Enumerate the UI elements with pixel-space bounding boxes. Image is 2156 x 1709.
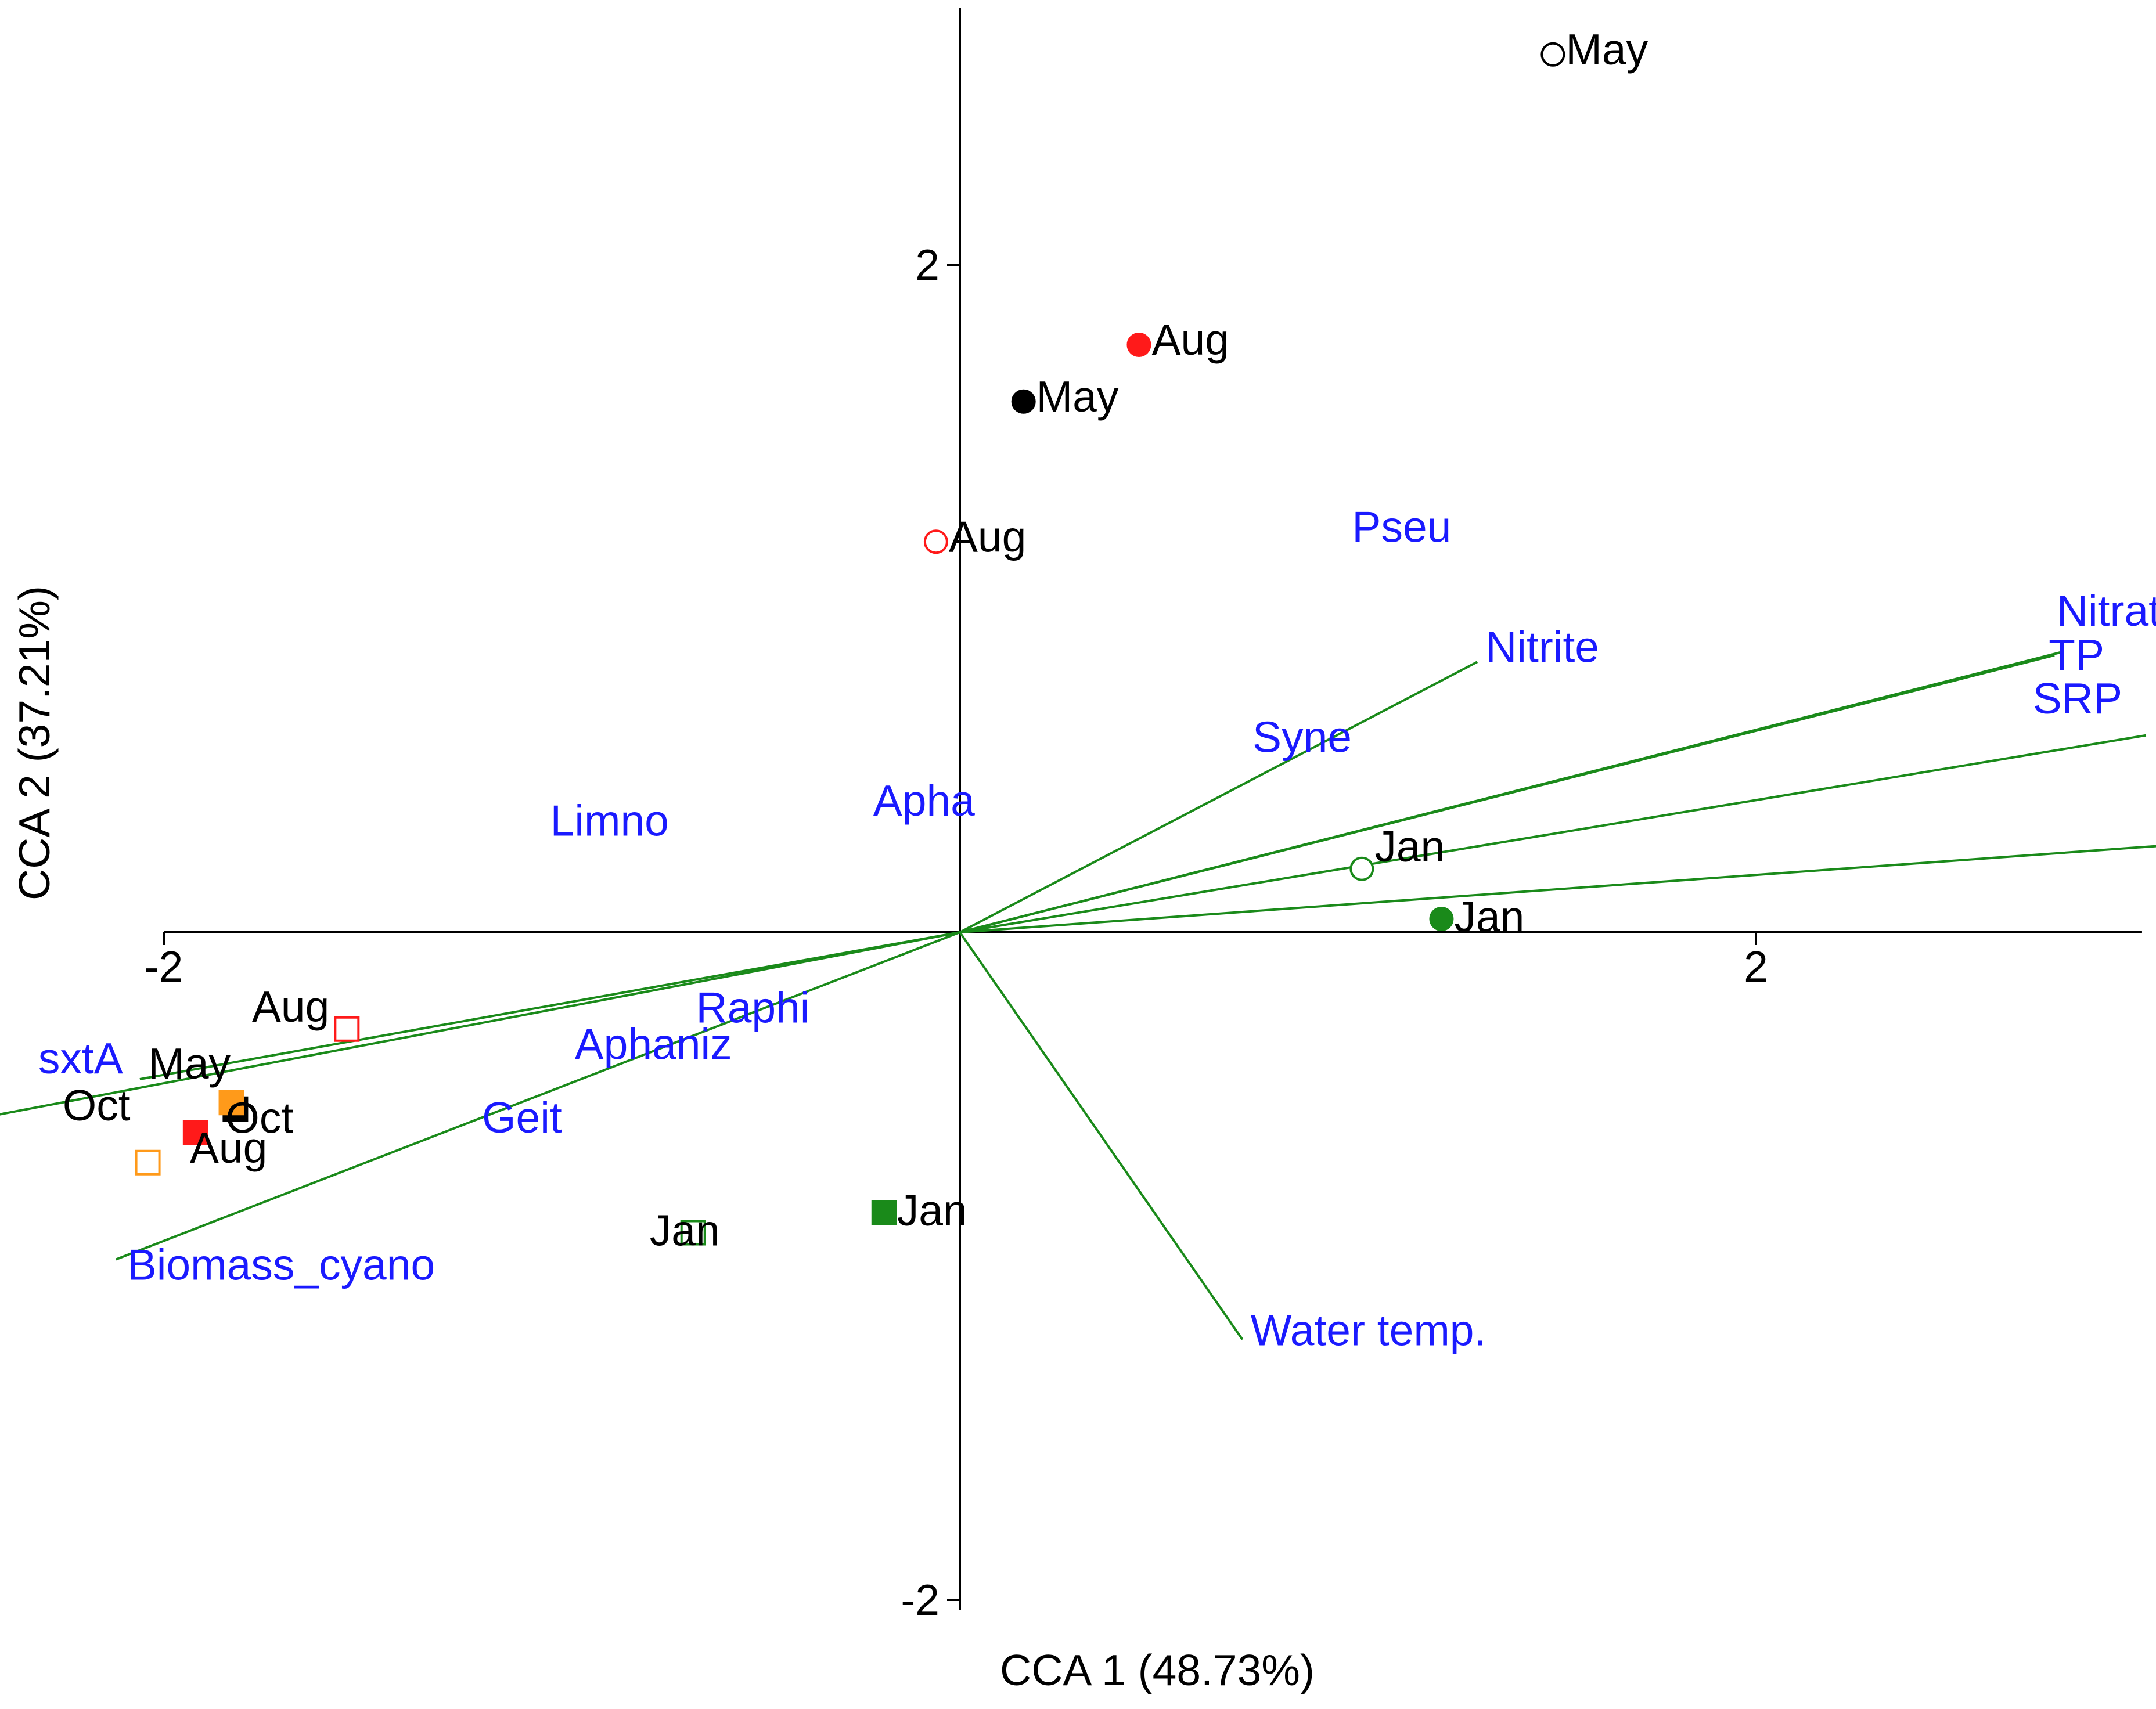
variable-label: TP bbox=[2049, 630, 2104, 679]
arrow-nitrite bbox=[959, 661, 1478, 933]
site-point-jan bbox=[1429, 907, 1454, 931]
arrow-tp bbox=[959, 654, 2055, 933]
x-axis-title: CCA 1 (48.73%) bbox=[1000, 1646, 1315, 1694]
site-label: Oct bbox=[226, 1093, 294, 1142]
x-tick-label: -2 bbox=[145, 942, 183, 991]
variable-label: Biomass_cyano bbox=[128, 1241, 435, 1289]
axes: -2 2 2 -2 bbox=[145, 8, 2142, 1624]
site-points bbox=[135, 42, 1565, 1246]
site-point-may bbox=[1011, 389, 1036, 414]
species-label: Aphaniz bbox=[575, 1020, 732, 1069]
species-label: Raphi bbox=[696, 983, 810, 1032]
site-label: May bbox=[148, 1039, 231, 1088]
site-label: Jan bbox=[1454, 892, 1524, 941]
arrow-water-temp- bbox=[959, 931, 1244, 1340]
site-label: May bbox=[1565, 25, 1648, 74]
y-tick-label: -2 bbox=[901, 1575, 940, 1624]
site-point-oct bbox=[218, 1090, 244, 1116]
site-point-aug bbox=[182, 1120, 208, 1145]
site-point-oct bbox=[135, 1149, 161, 1176]
site-label: Jan bbox=[1374, 822, 1445, 871]
arrow-sxta bbox=[139, 931, 960, 1080]
arrow-srp bbox=[959, 734, 2147, 933]
chart-labels: NitriteNitrateTPSRPTurb.Water temp.sxtAS… bbox=[38, 25, 2156, 1355]
site-point-aug bbox=[923, 529, 948, 554]
arrow-turb- bbox=[959, 845, 2156, 933]
arrow-stx bbox=[0, 931, 960, 1116]
site-point-aug bbox=[1126, 333, 1151, 357]
species-label: Limno bbox=[550, 796, 669, 845]
species-label: Geit bbox=[482, 1093, 562, 1142]
site-label: Aug bbox=[1151, 315, 1229, 364]
site-label: May bbox=[1036, 372, 1119, 421]
variable-label: sxtA bbox=[38, 1034, 123, 1083]
site-label: Jan bbox=[650, 1206, 720, 1255]
site-label: Aug bbox=[949, 512, 1026, 561]
arrow-biomass-cyano bbox=[116, 931, 960, 1261]
variable-label: SRP bbox=[2033, 674, 2122, 723]
site-point-aug bbox=[334, 1016, 360, 1042]
variable-label: Nitrate bbox=[2057, 586, 2156, 635]
variable-label: Water temp. bbox=[1251, 1306, 1486, 1355]
site-label: Aug bbox=[252, 982, 329, 1031]
site-point-jan bbox=[871, 1200, 897, 1225]
site-point-jan bbox=[1349, 856, 1374, 881]
species-label: Pseu bbox=[1352, 502, 1451, 551]
site-label: Aug bbox=[190, 1123, 267, 1172]
variable-label: Nitrite bbox=[1485, 622, 1599, 671]
y-tick-label: 2 bbox=[915, 240, 940, 289]
site-point-may bbox=[1540, 42, 1565, 67]
site-label: Jan bbox=[897, 1186, 967, 1235]
variable-arrows bbox=[0, 651, 2156, 1340]
x-tick-label: 2 bbox=[1744, 942, 1768, 991]
y-axis-title: CCA 2 (37.21%) bbox=[10, 586, 59, 900]
species-label: Syne bbox=[1252, 713, 1352, 762]
site-point-jan bbox=[680, 1220, 706, 1246]
species-label: Apha bbox=[873, 776, 975, 825]
site-label: Oct bbox=[63, 1081, 131, 1130]
